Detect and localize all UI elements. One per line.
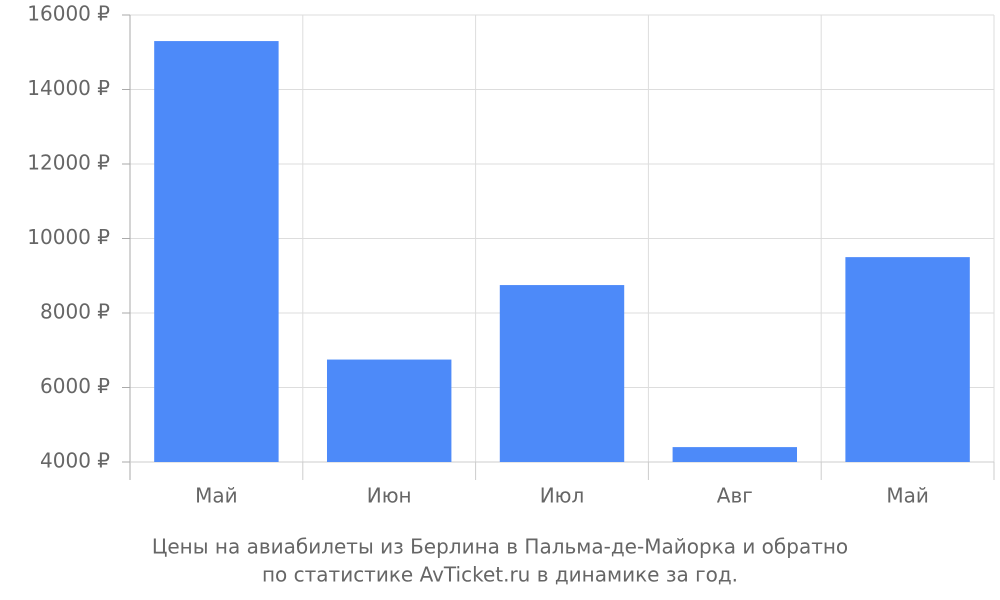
y-tick-label: 14000 ₽: [27, 76, 110, 100]
chart-caption: по статистике AvTicket.ru в динамике за …: [262, 563, 738, 587]
bar: [845, 257, 970, 462]
bar: [499, 285, 625, 462]
y-tick-label: 10000 ₽: [27, 225, 110, 249]
y-tick-label: 6000 ₽: [40, 374, 110, 398]
chart-caption: Цены на авиабилеты из Берлина в Пальма-д…: [152, 535, 848, 559]
bar: [672, 447, 798, 462]
y-tick-label: 4000 ₽: [40, 449, 110, 473]
y-tick-label: 8000 ₽: [40, 300, 110, 324]
bar: [326, 359, 452, 462]
x-tick-label: Июн: [367, 484, 412, 508]
y-tick-label: 16000 ₽: [27, 2, 110, 26]
y-tick-label: 12000 ₽: [27, 151, 110, 175]
x-tick-label: Авг: [717, 484, 753, 508]
bar: [154, 41, 279, 462]
x-tick-label: Июл: [540, 484, 585, 508]
x-tick-label: Май: [195, 484, 238, 508]
x-tick-label: Май: [886, 484, 929, 508]
